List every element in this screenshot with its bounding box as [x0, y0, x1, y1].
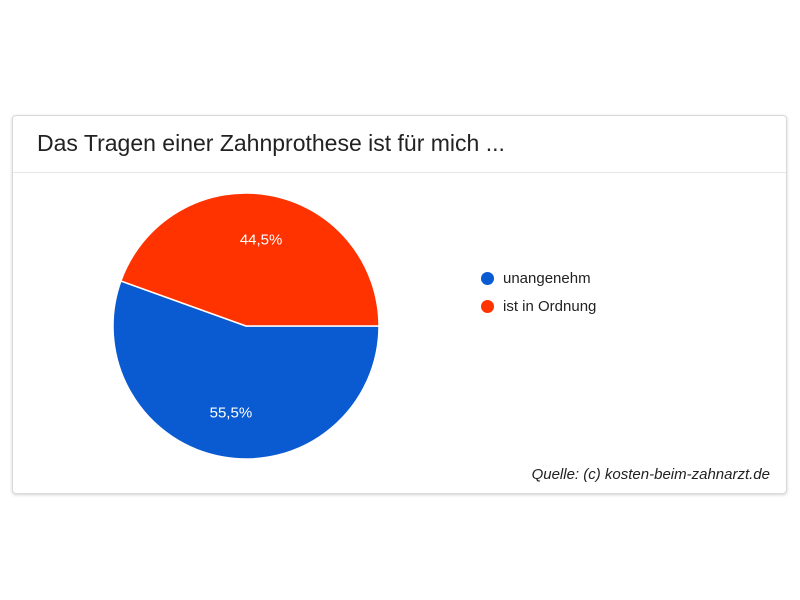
legend-label-ist-in-ordnung: ist in Ordnung — [503, 297, 597, 315]
legend-swatch-ist-in-ordnung — [481, 299, 494, 313]
source-credit: Quelle: (c) kosten-beim-zahnarzt.de — [531, 466, 770, 483]
legend-item-unangenehm[interactable]: unangenehm — [481, 264, 596, 292]
legend-item-ist-in-ordnung[interactable]: ist in Ordnung — [481, 292, 596, 320]
pie-data-label-ist-in-ordnung: 44,5% — [240, 232, 283, 249]
chart-legend: unangenehm ist in Ordnung — [481, 264, 596, 320]
chart-card: Das Tragen einer Zahnprothese ist für mi… — [12, 115, 787, 494]
legend-swatch-unangenehm — [481, 271, 494, 285]
pie-chart: 55,5% 44,5% — [112, 192, 380, 460]
pie-data-label-unangenehm: 55,5% — [210, 404, 253, 421]
title-divider — [13, 172, 786, 173]
pie-slice-unangenehm[interactable] — [112, 279, 380, 460]
legend-label-unangenehm: unangenehm — [503, 269, 591, 287]
chart-title: Das Tragen einer Zahnprothese ist für mi… — [37, 130, 505, 156]
pie-slice-ist-in-ordnung[interactable] — [119, 192, 380, 327]
